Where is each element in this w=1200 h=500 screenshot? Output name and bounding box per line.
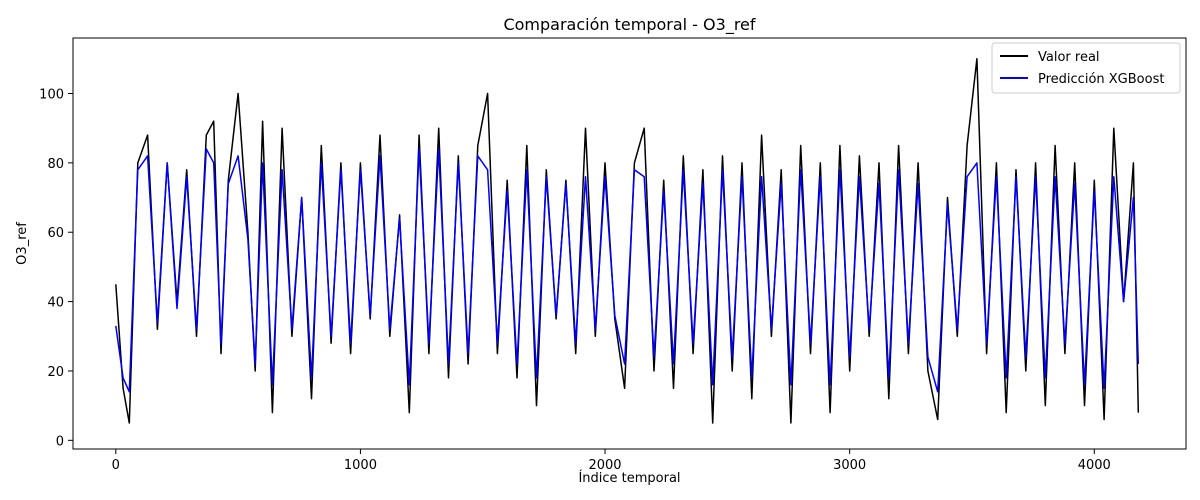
y-tick-label: 60: [47, 226, 64, 241]
x-tick-label: 2000: [588, 458, 621, 473]
legend: Valor real Predicción XGBoost: [991, 42, 1181, 94]
y-axis-ticks: 0 20 40 60 80 100: [39, 87, 73, 449]
y-axis-title: O3_ref: [15, 222, 30, 265]
y-tick-label: 20: [47, 365, 64, 380]
series-line: [115, 148, 1140, 393]
x-axis-title: Índice temporal: [578, 470, 680, 486]
y-tick-label: 100: [39, 87, 64, 102]
y-tick-label: 0: [56, 434, 64, 449]
x-tick-label: 4000: [1078, 458, 1111, 473]
x-tick-label: 3000: [833, 458, 866, 473]
legend-label: Predicción XGBoost: [1038, 72, 1164, 87]
y-tick-label: 40: [47, 296, 64, 311]
x-tick-label: 1000: [344, 458, 377, 473]
legend-box: [991, 42, 1181, 94]
x-axis-ticks: 0 1000 2000 3000 4000: [112, 449, 1111, 473]
chart-title: Comparación temporal - O3_ref: [503, 15, 755, 35]
series-layer: [115, 58, 1140, 424]
legend-label: Valor real: [1038, 50, 1100, 65]
y-tick-label: 80: [47, 157, 64, 172]
x-tick-label: 0: [112, 458, 120, 473]
